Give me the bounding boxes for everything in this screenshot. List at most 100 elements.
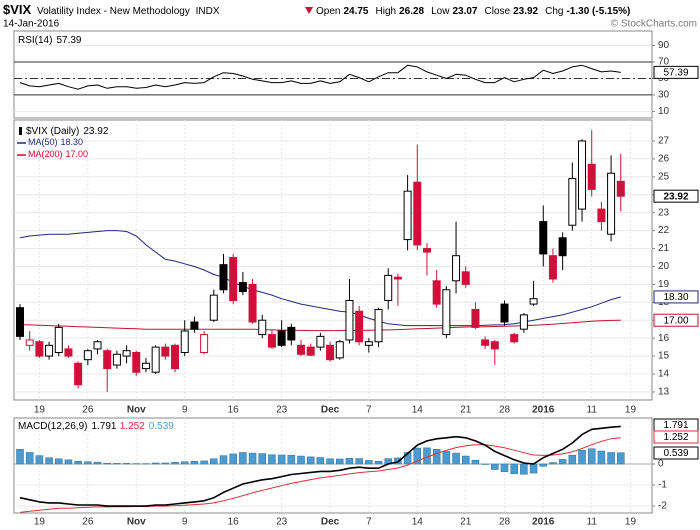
histogram-bar	[219, 455, 228, 465]
histogram-bar	[539, 463, 548, 467]
histogram-bar	[510, 463, 518, 474]
candle-body	[161, 346, 170, 357]
histogram-bar	[374, 461, 383, 465]
histogram-bar	[306, 456, 315, 465]
histogram-bar	[471, 459, 480, 465]
candle-body	[558, 237, 567, 257]
histogram-bar	[587, 448, 596, 465]
candle-body	[500, 303, 509, 323]
histogram-bar	[151, 462, 160, 465]
histogram-bar	[597, 450, 606, 465]
candle-body	[287, 326, 296, 341]
candle-body	[64, 348, 73, 357]
y-tick-label: 13	[658, 387, 670, 398]
value-box	[653, 290, 699, 304]
value-box	[653, 446, 699, 460]
histogram-bar	[297, 455, 305, 465]
panel-frame	[13, 30, 653, 119]
histogram-bar	[248, 452, 257, 465]
symbol: $VIX	[3, 2, 32, 17]
value-box	[653, 313, 699, 327]
candle-body	[335, 341, 344, 359]
chart-title: $VIX Volatility Index - New Methodology …	[3, 2, 220, 17]
legend-icon	[19, 127, 22, 135]
x-tick-label: 26	[82, 405, 94, 416]
x-tick-label: Dec	[321, 405, 340, 416]
legend: $VIX (Daily) 23.92	[26, 126, 109, 137]
candle-body	[25, 339, 34, 346]
candle-body	[461, 271, 470, 285]
legend-name: MA(200)	[28, 149, 63, 159]
histogram-bar	[413, 447, 422, 465]
candle-body	[35, 341, 44, 357]
candle-body	[190, 321, 199, 330]
histogram-bar	[84, 461, 92, 465]
candle-body	[151, 346, 160, 373]
exchange: INDX	[196, 6, 220, 17]
y-tick-label: 10	[658, 106, 670, 117]
quote-value: 24.75	[343, 6, 368, 17]
y-tick-label: 70	[658, 57, 670, 68]
quote-label: Open	[316, 6, 340, 17]
candle-body	[510, 334, 519, 343]
quote-label: High	[376, 6, 397, 17]
histogram-bar	[491, 463, 499, 470]
candle-body	[452, 255, 461, 282]
y-tick-label: 26	[658, 154, 670, 165]
x-tick-label: 26	[82, 517, 94, 528]
x-tick-label: 23	[276, 405, 288, 416]
histogram-bar	[432, 449, 441, 465]
histogram-bar	[113, 463, 121, 465]
candle-body	[45, 344, 54, 357]
histogram-bar	[229, 453, 237, 465]
quote-label: Close	[485, 6, 511, 17]
y-tick-label: 14	[658, 369, 670, 380]
histogram-bar	[55, 458, 63, 465]
legend-value: 18.30	[61, 137, 84, 147]
quote-value: 23.07	[452, 6, 477, 17]
x-tick-label: 23	[276, 517, 288, 528]
histogram-bar	[442, 451, 451, 465]
candle-body	[93, 341, 102, 350]
histogram-bar	[365, 460, 373, 465]
x-tick-label: Nov	[127, 405, 146, 416]
x-tick-label: 28	[499, 405, 511, 416]
candle-body	[180, 330, 189, 353]
value-box-label: 0.539	[663, 448, 688, 459]
x-tick-label: 19	[625, 405, 637, 416]
x-tick-label: 28	[499, 517, 511, 528]
y-tick-label: 30	[658, 90, 670, 101]
candle-body	[267, 334, 276, 348]
security-name: Volatility Index - New Methodology	[37, 6, 190, 17]
histogram-bar	[122, 463, 131, 465]
x-tick-label: 7	[366, 517, 372, 528]
candle-body	[83, 350, 92, 361]
histogram-bar	[161, 462, 170, 465]
histogram-bar	[520, 463, 528, 475]
legend-value: 0.539	[149, 421, 174, 432]
y-tick-label: 19	[658, 279, 670, 290]
x-tick-label: 21	[460, 405, 472, 416]
candle-body	[578, 140, 587, 210]
histogram-bar	[558, 459, 567, 465]
histogram-bar	[452, 452, 460, 465]
candle-body	[326, 344, 335, 361]
legend-name: $VIX (Daily)	[26, 126, 79, 137]
candle-body	[393, 276, 402, 280]
candle-body	[519, 314, 528, 330]
candle-body	[16, 307, 24, 337]
candle-body	[374, 308, 383, 343]
candle-body	[384, 274, 393, 302]
candle-body	[219, 264, 228, 291]
candle-body	[306, 346, 315, 356]
candle-body	[432, 280, 441, 305]
candle-body	[209, 294, 218, 321]
quote-line: Open 24.75 High 26.28 Low 23.07 Close 23.92 Chg -…	[316, 6, 630, 17]
x-tick-label: 16	[228, 517, 240, 528]
x-tick-label: 11	[587, 517, 598, 528]
legend-name: RSI(14)	[18, 35, 52, 46]
candle-body	[616, 180, 625, 197]
x-tick-label: 21	[460, 517, 472, 528]
